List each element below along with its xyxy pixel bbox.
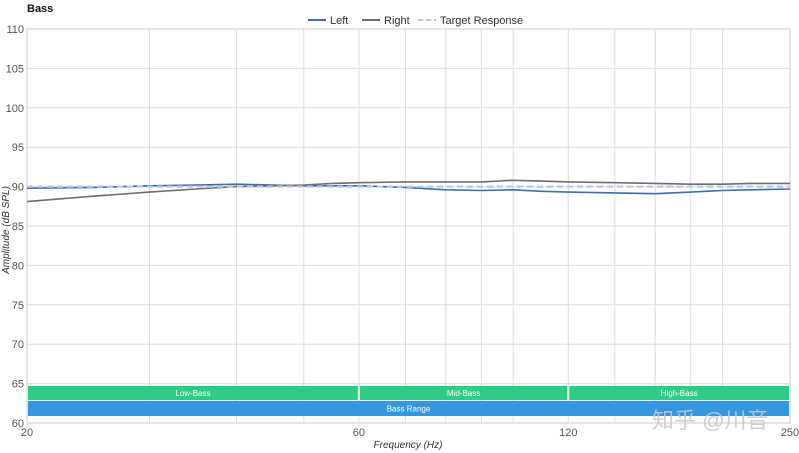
bass-range-bar [28,401,789,416]
legend-label: Right [384,15,410,27]
chart-title: Bass [27,3,53,15]
legend: Left Right Target Response [308,15,523,27]
band-low-bass [28,386,358,400]
watermark: 知乎 @川音 [652,408,768,433]
frequency-bands: Low-Bass Mid-Bass High-Bass Bass Range [28,386,789,416]
x-tick-label: 120 [559,427,577,439]
legend-label: Left [330,15,348,27]
band-high-bass [569,386,789,400]
x-tick-label: 60 [353,427,365,439]
y-tick-label: 60 [12,418,24,430]
y-tick-label: 90 [12,182,24,194]
y-tick-label: 100 [6,103,24,115]
y-tick-label: 105 [6,63,24,75]
series-line-left [26,183,791,195]
y-tick-label: 70 [12,339,24,351]
grid [26,28,791,424]
band-mid-bass [359,386,568,400]
band-label: Low-Bass [175,389,210,398]
y-tick-label: 85 [12,221,24,233]
y-tick-label: 110 [6,24,24,36]
band-label: Mid-Bass [447,389,480,398]
y-axis-label: Amplitude (dB SPL) [1,186,12,275]
y-tick-label: 75 [12,300,24,312]
y-tick-label: 95 [12,142,24,154]
series-line-right [26,179,790,203]
series-lines [26,179,791,203]
x-tick-label: 250 [781,427,799,439]
x-tick-label: 20 [21,427,33,439]
bass-range-label: Bass Range [387,405,431,414]
band-label: High-Bass [661,389,698,398]
legend-label: Target Response [440,15,523,27]
plot-frame [26,28,791,424]
y-tick-label: 65 [12,379,24,391]
y-tick-label: 80 [12,260,24,272]
x-axis-label: Frequency (Hz) [374,440,443,451]
